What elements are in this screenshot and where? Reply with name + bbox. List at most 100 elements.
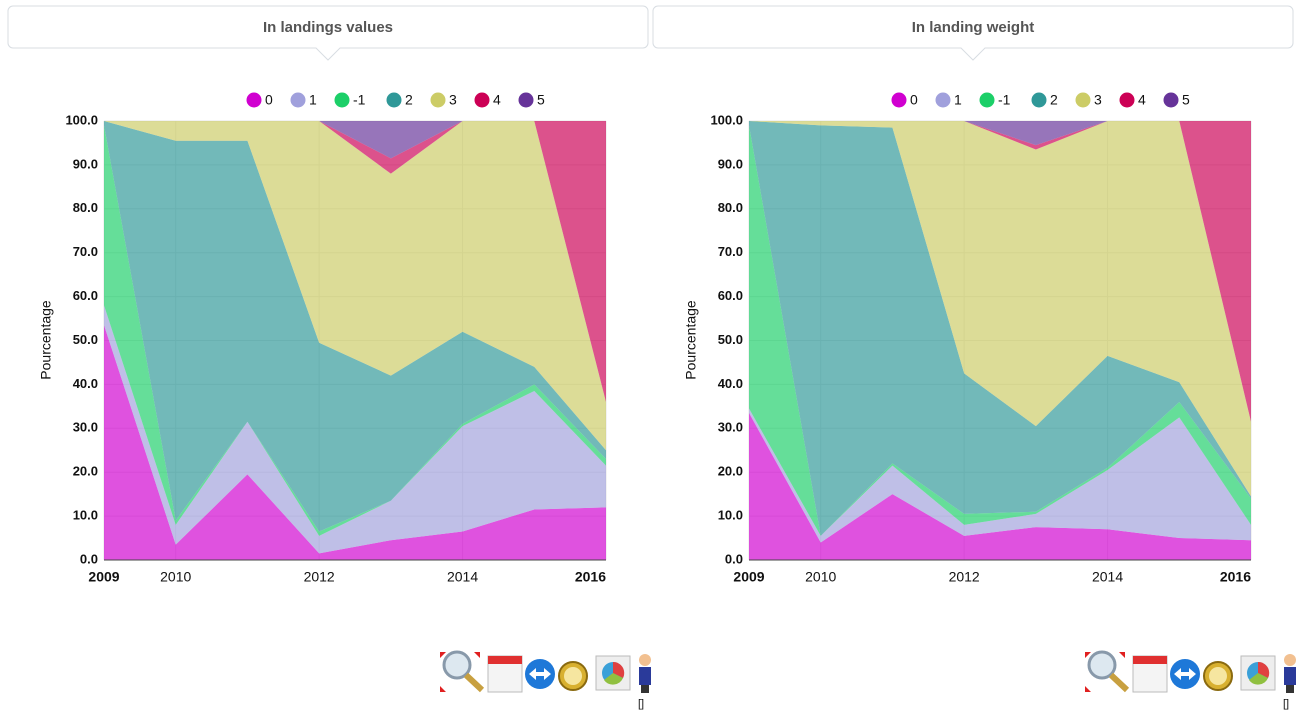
zoom-icon[interactable] <box>1087 650 1117 680</box>
person-head[interactable] <box>639 654 651 666</box>
person-legs <box>641 685 649 693</box>
compass-face <box>564 667 582 685</box>
y-tick-label: 30.0 <box>718 420 743 435</box>
calendar-top <box>1133 656 1167 664</box>
legend-marker[interactable] <box>979 92 995 108</box>
legend-label[interactable]: 2 <box>405 92 413 108</box>
legend-marker[interactable] <box>1031 92 1047 108</box>
x-tick-label: 2016 <box>1220 569 1251 585</box>
area <box>749 121 1251 536</box>
y-tick-label: 100.0 <box>710 112 743 127</box>
pie-slice2 <box>604 673 623 685</box>
y-tick-label: 60.0 <box>718 288 743 303</box>
legend-label[interactable]: 5 <box>1182 92 1190 108</box>
y-axis-label: Pourcentage <box>683 300 699 380</box>
y-tick-label: 70.0 <box>73 244 98 259</box>
chart-title: In landing weight <box>912 19 1035 36</box>
legend-label[interactable]: 4 <box>1138 92 1146 108</box>
chart: In landings values 0.0 10.0 20.0 30.0 40.0 50.… <box>7 5 649 710</box>
y-tick-label: 90.0 <box>73 156 98 171</box>
person-body <box>639 667 651 685</box>
title-box <box>7 5 649 61</box>
person-head[interactable] <box>1284 654 1296 666</box>
x-tick-label: 2016 <box>575 569 606 585</box>
y-tick-label: 50.0 <box>718 332 743 347</box>
navigate-arrows <box>529 668 551 680</box>
y-tick-label: 20.0 <box>718 464 743 479</box>
legend-marker[interactable] <box>1163 92 1179 108</box>
person-legs <box>1286 685 1294 693</box>
legend-label[interactable]: 3 <box>449 92 457 108</box>
navigate-arrows <box>1174 668 1196 680</box>
legend-marker[interactable] <box>334 92 350 108</box>
toolbar <box>440 650 651 693</box>
area <box>104 121 606 159</box>
x-tick-label: 2010 <box>160 569 191 585</box>
note: [] <box>638 698 644 710</box>
area <box>104 121 606 532</box>
y-tick-label: 80.0 <box>718 200 743 215</box>
legend-marker[interactable] <box>935 92 951 108</box>
person-body <box>1284 667 1296 685</box>
legend-label[interactable]: -1 <box>353 92 366 108</box>
legend-marker[interactable] <box>518 92 534 108</box>
legend-label[interactable]: -1 <box>998 92 1011 108</box>
pie-slice2 <box>1249 673 1268 685</box>
legend-marker[interactable] <box>474 92 490 108</box>
y-tick-label: 30.0 <box>73 420 98 435</box>
y-tick-label: 50.0 <box>73 332 98 347</box>
x-tick-label: 2009 <box>88 569 119 585</box>
compass-face <box>1209 667 1227 685</box>
zoom-handle <box>1108 672 1130 693</box>
x-tick-label: 2010 <box>805 569 836 585</box>
y-tick-label: 60.0 <box>73 288 98 303</box>
area <box>749 121 1251 422</box>
area <box>749 408 1251 543</box>
x-tick-label: 2009 <box>733 569 764 585</box>
area <box>104 121 606 451</box>
legend-label[interactable]: 1 <box>309 92 317 108</box>
legend-label[interactable]: 3 <box>1094 92 1102 108</box>
area <box>749 125 1251 536</box>
legend-marker[interactable] <box>891 92 907 108</box>
legend-marker[interactable] <box>290 92 306 108</box>
zoom-icon[interactable] <box>442 650 472 680</box>
legend-label[interactable]: 2 <box>1050 92 1058 108</box>
y-tick-label: 90.0 <box>718 156 743 171</box>
y-tick-label: 100.0 <box>65 112 98 127</box>
legend-marker[interactable] <box>246 92 262 108</box>
x-tick-label: 2014 <box>1092 569 1123 585</box>
zoom-handle <box>463 672 485 693</box>
y-tick-label: 0.0 <box>80 551 98 566</box>
y-tick-label: 20.0 <box>73 464 98 479</box>
legend-label[interactable]: 1 <box>954 92 962 108</box>
legend-marker[interactable] <box>1075 92 1091 108</box>
x-tick-label: 2014 <box>447 569 478 585</box>
x-tick-label: 2012 <box>304 569 335 585</box>
y-tick-label: 10.0 <box>718 508 743 523</box>
pie-slice <box>613 661 625 678</box>
y-tick-label: 40.0 <box>718 376 743 391</box>
legend-marker[interactable] <box>430 92 446 108</box>
y-tick-label: 10.0 <box>73 508 98 523</box>
y-tick-label: 40.0 <box>73 376 98 391</box>
legend-marker[interactable] <box>1119 92 1135 108</box>
legend-marker[interactable] <box>386 92 402 108</box>
y-tick-label: 0.0 <box>725 551 743 566</box>
legend-label[interactable]: 5 <box>537 92 545 108</box>
legend-label[interactable]: 0 <box>265 92 273 108</box>
calendar-top <box>488 656 522 664</box>
legend-label[interactable]: 4 <box>493 92 501 108</box>
y-tick-label: 80.0 <box>73 200 98 215</box>
area <box>104 325 606 560</box>
area <box>749 121 1251 146</box>
legend-label[interactable]: 0 <box>910 92 918 108</box>
area <box>104 121 606 402</box>
note: [] <box>1283 698 1289 710</box>
y-tick-label: 70.0 <box>718 244 743 259</box>
area <box>104 305 606 554</box>
title-box <box>652 5 1294 61</box>
x-tick-label: 2012 <box>949 569 980 585</box>
area <box>749 121 1251 497</box>
